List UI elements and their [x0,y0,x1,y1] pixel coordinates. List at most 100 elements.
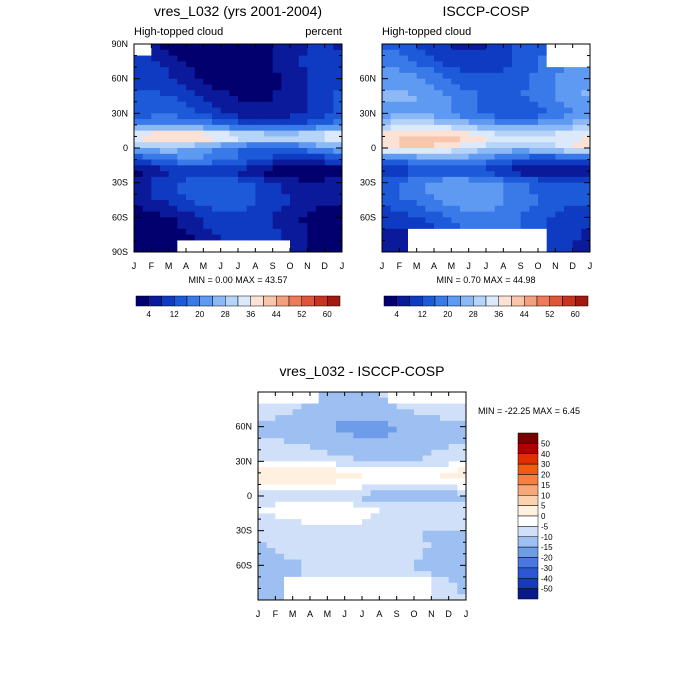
field-cell [370,415,380,422]
field-cell [390,176,400,184]
field-cell [220,49,230,56]
field-cell [151,124,161,132]
field-cell [290,234,300,241]
x-tick-label: A [183,261,189,271]
field-cell [168,119,178,126]
field-cell [353,553,363,560]
field-cell [503,84,513,91]
field-cell [212,101,222,108]
field-cell [290,136,300,143]
field-cell [451,55,461,62]
field-cell [451,136,461,143]
field-cell [298,223,308,230]
field-cell [229,205,239,212]
field-cell [272,217,282,224]
field-cell [468,240,478,247]
field-cell [258,415,268,422]
field-cell [399,124,409,132]
field-cell [425,72,435,80]
field-cell [272,101,282,108]
field-cell [284,507,294,514]
field-cell [220,96,230,103]
field-cell [336,472,346,480]
field-cell [327,490,337,497]
field-cell [396,403,406,410]
field-cell [529,107,539,114]
field-cell [442,61,452,68]
field-cell [468,101,478,108]
field-cell [151,217,161,224]
field-cell [344,594,354,600]
field-cell [555,49,565,56]
x-tick-label: F [149,261,155,271]
field-cell [281,96,291,103]
field-cell [414,513,424,520]
field-cell [336,576,346,584]
x-tick-label: O [534,261,541,271]
field-cell [546,136,556,143]
field-cell [572,142,582,149]
field-cell [451,67,461,74]
field-cell [177,223,187,230]
field-cell [275,392,285,399]
field-cell [307,107,317,114]
field-cell [298,159,308,166]
field-cell [451,84,461,91]
field-cell [512,113,522,120]
field-cell [379,409,389,416]
field-cell [324,90,334,97]
field-cell [324,49,334,56]
field-cell [246,142,256,149]
field-cell [168,49,178,56]
field-cell [546,200,556,207]
field-cell [512,67,522,74]
field-cell [264,240,274,247]
field-cell [390,159,400,166]
field-cell [134,107,144,114]
field-cell [390,171,400,178]
field-cell [405,490,415,497]
field-cell [408,119,418,126]
field-cell [220,130,230,137]
field-cell [316,72,326,80]
field-cell [564,61,574,68]
field-cell [142,234,152,241]
field-cell [318,513,328,520]
field-cell [520,234,530,241]
field-cell [434,234,444,241]
field-cell [160,142,170,149]
field-cell [353,472,363,480]
field-cell [327,507,337,514]
field-cell [275,426,285,433]
field-cell [324,159,334,166]
colorbar-label: 60 [571,310,580,319]
field-cell [327,588,337,595]
field-cell [212,194,222,201]
field-cell [388,519,398,526]
field-cell [399,136,409,143]
field-cell [292,559,302,566]
field-cell [186,240,196,247]
field-cell [425,171,435,178]
field-cell [333,159,342,166]
field-cell [298,136,308,143]
field-cell [333,130,342,137]
field-cell [442,153,452,160]
field-cell [316,205,326,212]
field-cell [581,67,590,74]
field-cell [440,449,450,456]
field-cell [336,426,346,433]
field-cell [292,415,302,422]
field-cell [538,182,548,189]
field-cell [307,84,317,91]
field-cell [258,432,268,439]
field-cell [344,571,354,578]
field-cell [168,176,178,184]
field-cell [344,403,354,410]
field-cell [442,188,452,195]
field-cell [442,223,452,230]
field-cell [434,217,444,224]
field-cell [555,72,565,80]
field-cell [220,61,230,68]
field-cell [382,124,392,132]
